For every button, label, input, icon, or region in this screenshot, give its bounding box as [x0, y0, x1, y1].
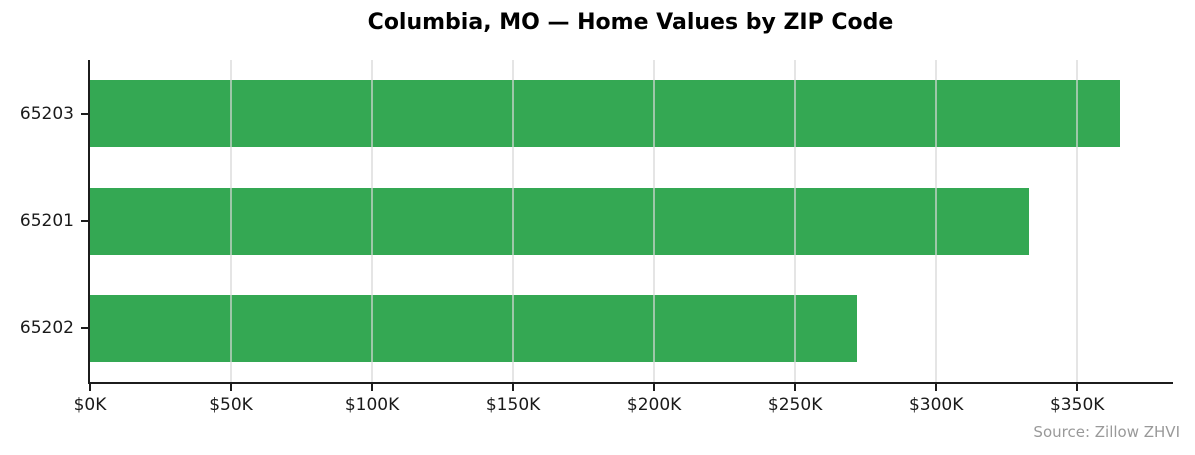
x-tick-mark	[935, 384, 938, 391]
x-tick-mark	[230, 384, 233, 391]
x-tick-label: $100K	[344, 395, 400, 415]
x-tick-mark	[653, 384, 656, 391]
y-tick-mark	[81, 220, 88, 222]
x-tick-label: $350K	[1049, 395, 1105, 415]
bar-65201	[90, 187, 1030, 255]
plot-area	[90, 60, 1171, 382]
x-tick-mark	[1076, 384, 1079, 391]
source-note: Source: Zillow ZHVI	[1033, 423, 1180, 441]
x-tick-mark	[371, 384, 374, 391]
y-tick-mark	[81, 112, 88, 115]
x-tick-label: $250K	[767, 395, 823, 415]
x-tick-label: $150K	[485, 395, 541, 415]
x-tick-label: $0K	[73, 395, 107, 415]
x-axis: $0K $50K $100K $150K $200K $250K $300K $350K	[74, 384, 1171, 424]
y-tick-label: 65202	[19, 318, 74, 339]
gridline	[935, 60, 938, 382]
x-tick-label: $300K	[908, 395, 964, 415]
x-tick-mark	[512, 384, 515, 391]
gridlines-container	[90, 60, 1171, 382]
x-tick-label: $200K	[626, 395, 682, 415]
gridline	[230, 60, 233, 382]
bar-65203	[90, 80, 1120, 148]
gridline	[794, 60, 797, 382]
x-tick-mark	[794, 384, 797, 391]
gridline	[371, 60, 374, 382]
bar-65202	[90, 294, 858, 362]
gridline	[653, 60, 656, 382]
y-axis: 65203 65201 65202	[0, 60, 88, 382]
y-tick-label: 65203	[19, 103, 74, 124]
x-tick-label: $50K	[209, 395, 253, 415]
chart-title: Columbia, MO — Home Values by ZIP Code	[367, 10, 894, 35]
gridline	[1076, 60, 1079, 382]
y-tick-label: 65201	[19, 211, 74, 231]
y-tick-mark	[81, 327, 88, 330]
bars-container	[90, 60, 1171, 382]
gridline	[512, 60, 515, 382]
x-tick-mark	[89, 384, 91, 391]
left-axis-spine	[88, 60, 90, 384]
bottom-axis-spine	[88, 382, 1173, 384]
